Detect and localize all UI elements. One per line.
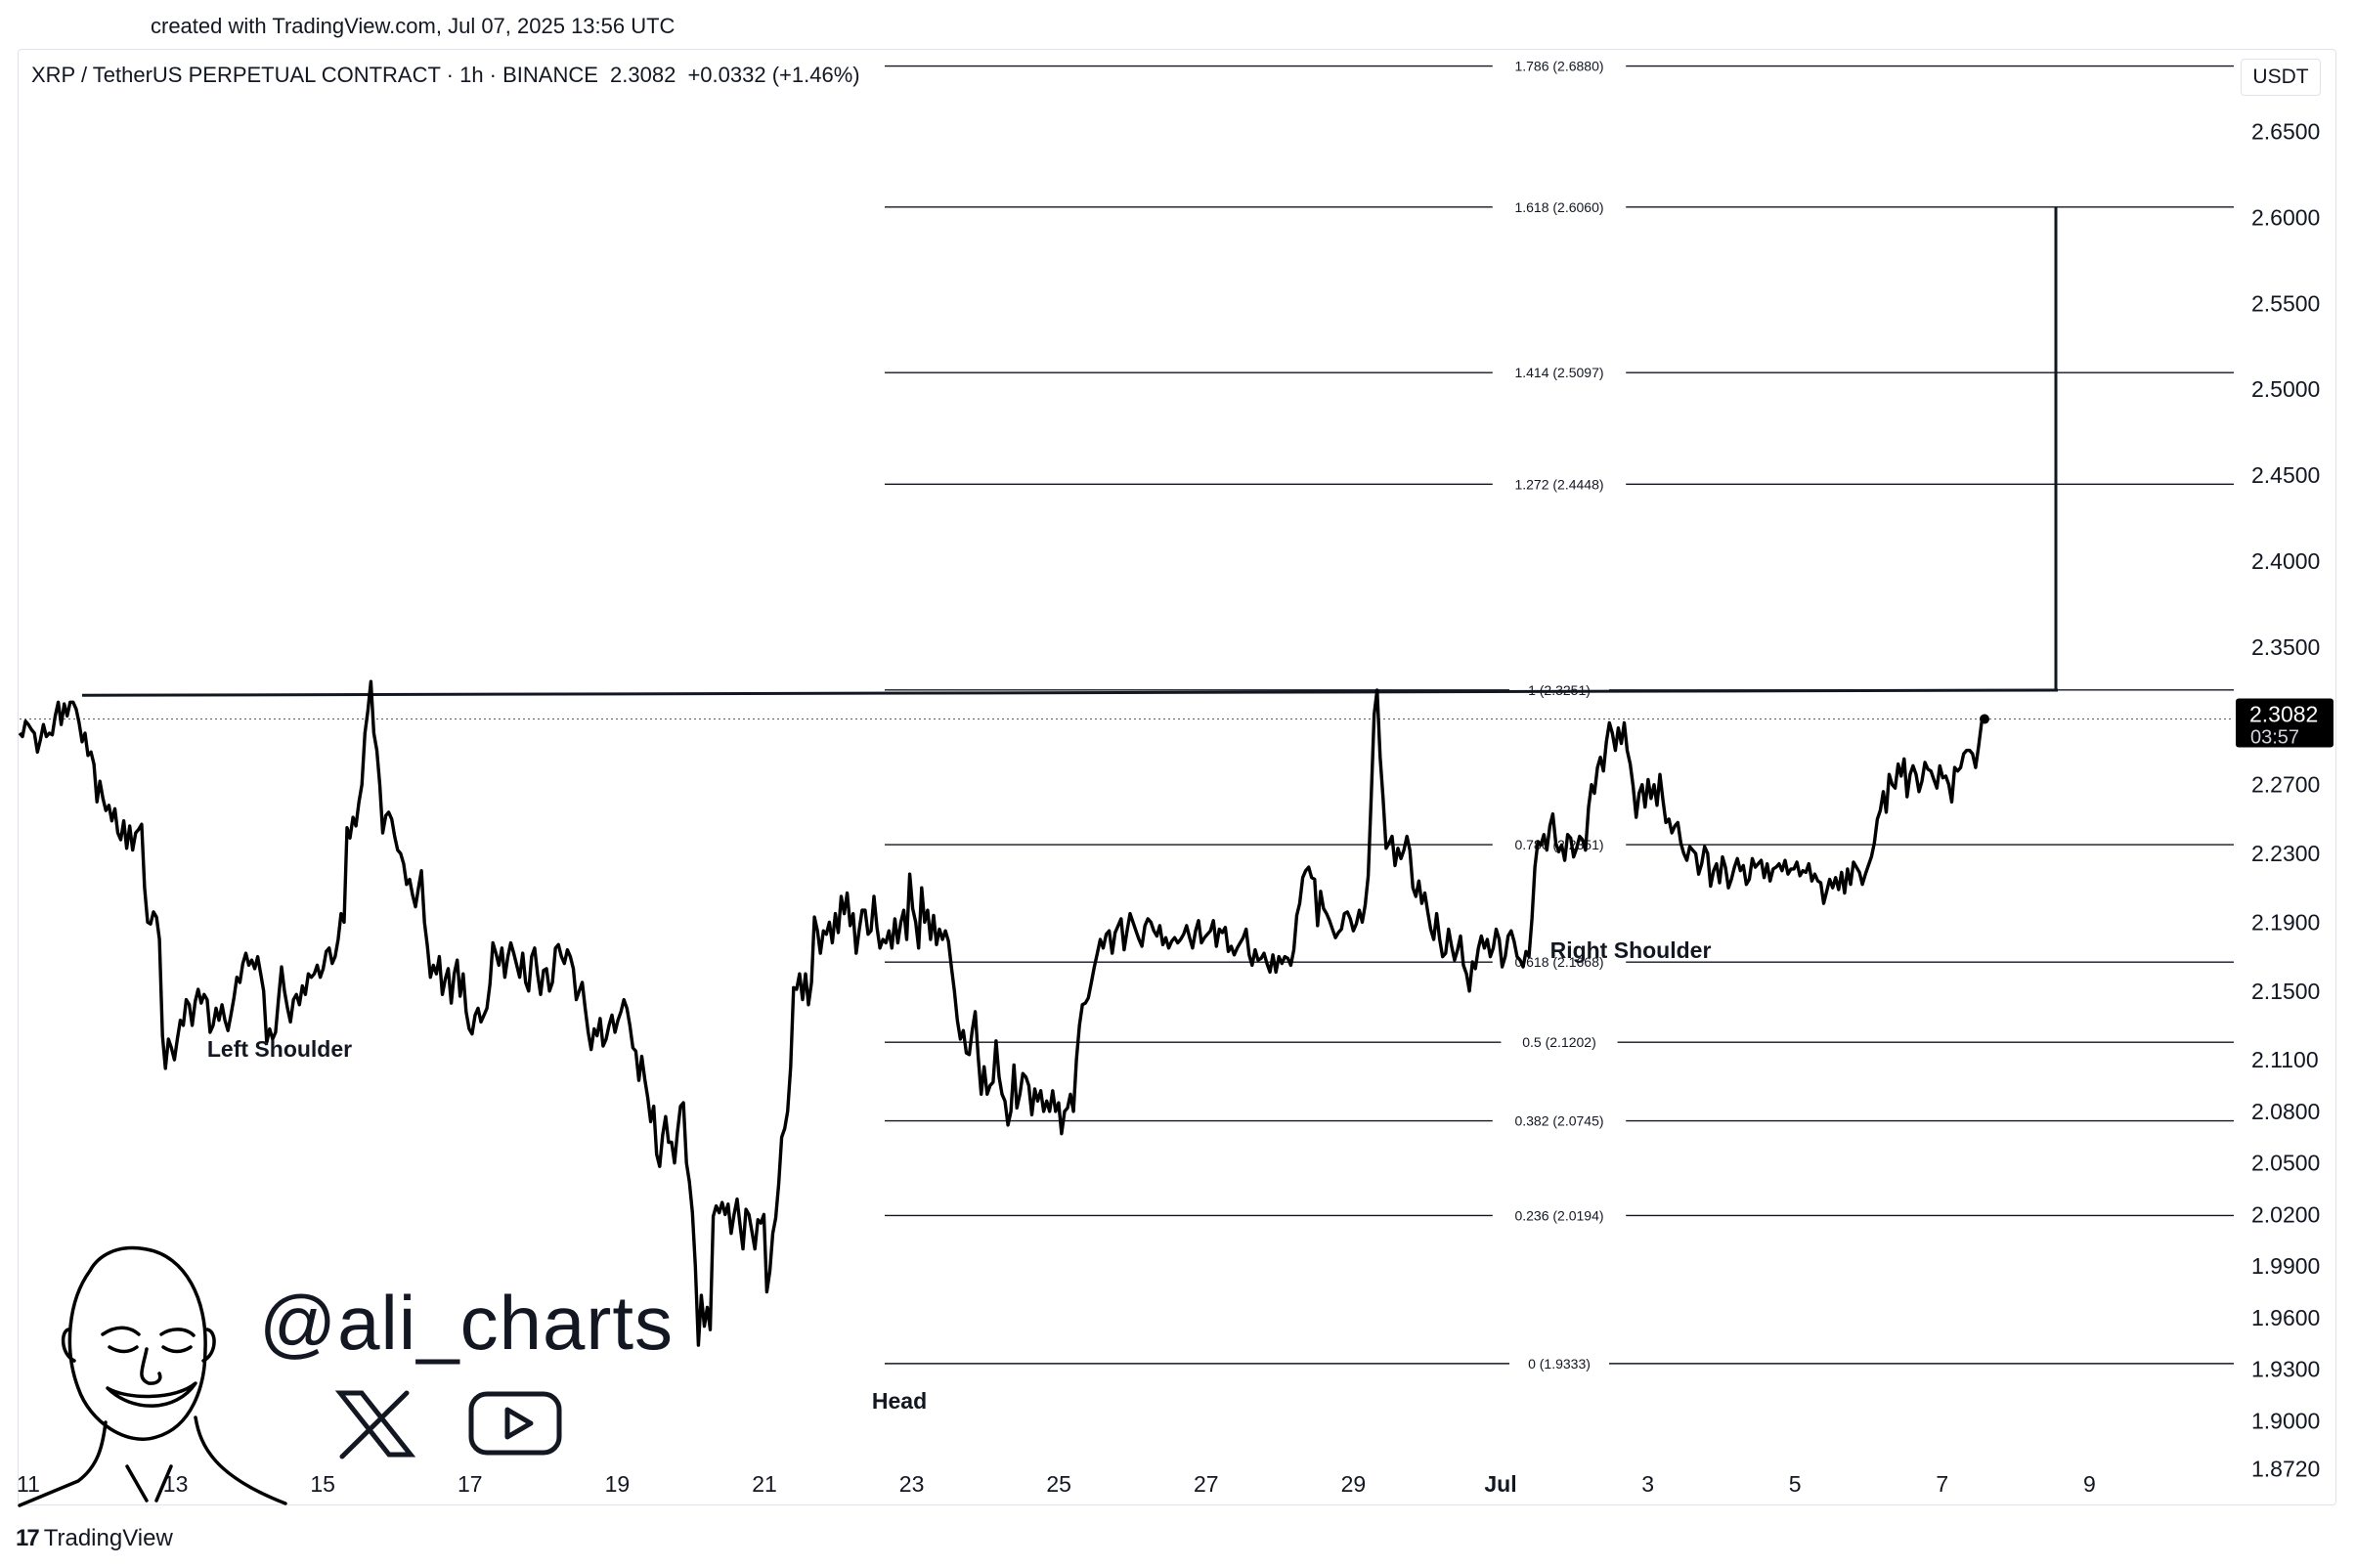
y-axis-tick-label: 2.4500 xyxy=(2251,462,2320,488)
pattern-annotation-label: Head xyxy=(872,1388,927,1414)
x-axis-tick-label: 7 xyxy=(1936,1471,1948,1497)
x-logo-icon xyxy=(334,1390,416,1459)
y-axis-tick-label: 2.0500 xyxy=(2251,1151,2320,1176)
y-axis-tick-label: 2.4000 xyxy=(2251,548,2320,574)
x-axis-tick-label: Jul xyxy=(1484,1471,1516,1497)
x-axis-tick-label: 23 xyxy=(899,1471,925,1497)
symbol-title[interactable]: XRP / TetherUS PERPETUAL CONTRACT · 1h ·… xyxy=(31,63,598,87)
y-axis-tick-label: 2.5500 xyxy=(2251,290,2320,316)
neckline xyxy=(81,688,2059,697)
header-change: +0.0332 (+1.46%) xyxy=(687,63,860,87)
y-axis-tick-label: 2.6500 xyxy=(2251,118,2320,144)
y-axis-tick-label: 2.1100 xyxy=(2251,1047,2319,1072)
y-axis-tick-label: 2.6000 xyxy=(2251,204,2320,230)
x-axis-tick-label: 9 xyxy=(2083,1471,2096,1497)
y-axis-tick-label: 2.2700 xyxy=(2251,772,2320,798)
x-axis-tick-label: 15 xyxy=(310,1471,335,1497)
y-axis-tick-label: 2.1500 xyxy=(2251,979,2320,1004)
fib-level-label: 1.272 (2.4448) xyxy=(1514,476,1603,492)
y-axis-tick-label: 1.8720 xyxy=(2251,1457,2320,1482)
fib-level-label: 1 (2.3251) xyxy=(1528,682,1591,698)
currency-button[interactable]: USDT xyxy=(2241,59,2321,96)
last-price-dot xyxy=(1980,714,1989,724)
x-axis-tick-label: 25 xyxy=(1046,1471,1071,1497)
x-axis-tick-label: 21 xyxy=(752,1471,777,1497)
y-axis-tick-label: 2.0800 xyxy=(2251,1099,2320,1124)
y-axis-tick-label: 1.9000 xyxy=(2251,1408,2320,1433)
fib-level-label: 0 (1.9333) xyxy=(1528,1356,1591,1372)
fib-level-label: 1.414 (2.5097) xyxy=(1514,365,1603,380)
price-series-line xyxy=(18,679,1986,1347)
x-axis-tick-label: 19 xyxy=(605,1471,631,1497)
x-axis-tick-label: 3 xyxy=(1641,1471,1654,1497)
fib-level-label: 0.5 (2.1202) xyxy=(1522,1034,1596,1050)
fib-level-label: 0.618 (2.1668) xyxy=(1514,954,1603,970)
y-axis-tick-label: 1.9600 xyxy=(2251,1305,2320,1330)
chart-frame xyxy=(18,49,2336,1505)
y-axis-tick-label: 1.9300 xyxy=(2251,1357,2320,1382)
youtube-play-icon xyxy=(468,1391,562,1456)
y-axis-tick-label: 2.3500 xyxy=(2251,634,2320,660)
price-badge-countdown: 03:57 xyxy=(2250,727,2299,749)
price-badge xyxy=(2236,698,2333,748)
created-with-text: created with TradingView.com, Jul 07, 20… xyxy=(151,14,676,38)
fib-level-label: 0.236 (2.0194) xyxy=(1514,1207,1603,1223)
tradingview-logo-icon: 17 xyxy=(16,1525,40,1551)
brand-handle: @ali_charts xyxy=(259,1280,675,1366)
y-axis-tick-label: 2.5000 xyxy=(2251,376,2320,402)
fib-level-label: 1.786 (2.6880) xyxy=(1514,59,1603,74)
pattern-annotation-label: Left Shoulder xyxy=(207,1036,352,1062)
x-axis-tick-label: 27 xyxy=(1194,1471,1219,1497)
x-axis-tick-label: 17 xyxy=(458,1471,483,1497)
fib-level-label: 0.382 (2.0745) xyxy=(1514,1113,1603,1129)
y-axis-tick-label: 2.1900 xyxy=(2251,909,2320,935)
x-axis-tick-label: 11 xyxy=(17,1471,40,1497)
person-portrait-icon xyxy=(18,1245,287,1507)
x-axis-tick-label: 5 xyxy=(1789,1471,1802,1497)
x-axis-tick-label: 29 xyxy=(1341,1471,1367,1497)
header-price: 2.3082 xyxy=(610,63,676,87)
fib-level-label: 1.618 (2.6060) xyxy=(1514,199,1603,215)
tradingview-brand-text: TradingView xyxy=(43,1525,173,1551)
y-axis-tick-label: 1.9900 xyxy=(2251,1253,2320,1279)
y-axis-tick-label: 2.0200 xyxy=(2251,1201,2320,1227)
symbol-header: XRP / TetherUS PERPETUAL CONTRACT · 1h ·… xyxy=(31,63,866,88)
pattern-annotation-label: Right Shoulder xyxy=(1550,937,1712,963)
price-badge-value: 2.3082 xyxy=(2249,702,2318,727)
y-axis-tick-label: 2.2300 xyxy=(2251,841,2320,866)
tradingview-logo[interactable]: 17 TradingView xyxy=(16,1525,173,1552)
